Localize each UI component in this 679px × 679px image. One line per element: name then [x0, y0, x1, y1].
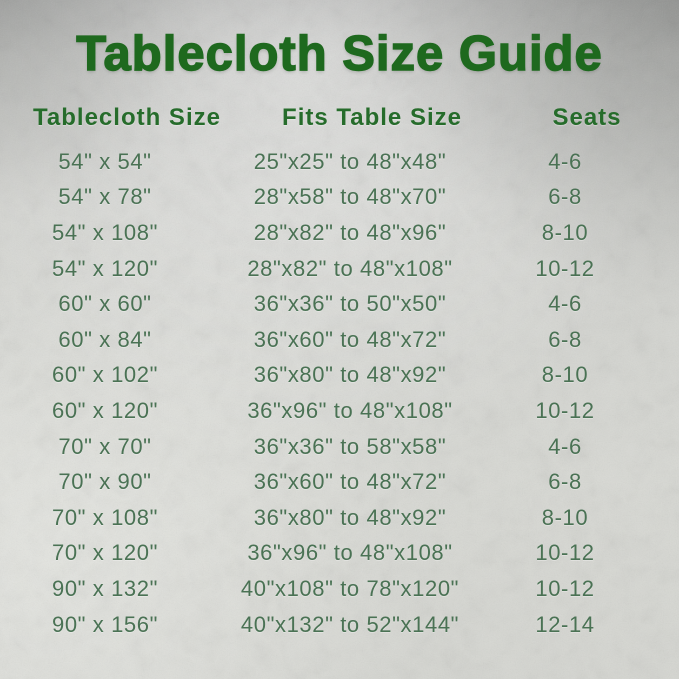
table-row: 60" x 102" 36"x80" to 48"x92" 8-10: [0, 358, 679, 394]
cloth-size-cell: 54" x 78": [58, 184, 152, 210]
table-row: 54" x 54" 25"x25" to 48"x48" 4-6: [0, 144, 679, 180]
table-size-cell: 36"x96" to 48"x108": [247, 397, 453, 423]
table-row: 54" x 120" 28"x82" to 48"x108" 10-12: [0, 251, 679, 287]
cloth-size-cell: 70" x 90": [58, 469, 152, 495]
cloth-size-cell: 54" x 54": [58, 148, 152, 174]
page-title: Tablecloth Size Guide: [76, 26, 603, 81]
table-size-cell: 36"x80" to 48"x92": [253, 504, 447, 530]
column-header-tablecloth-size: Tablecloth Size: [33, 104, 221, 131]
cloth-size-cell: 60" x 84": [58, 326, 152, 352]
table-size-cell: 40"x132" to 52"x144": [240, 611, 460, 637]
table-size-cell: 25"x25" to 48"x48": [253, 148, 447, 174]
cloth-size-cell: 60" x 120": [51, 397, 159, 423]
table-row: 70" x 90" 36"x60" to 48"x72" 6-8: [0, 464, 679, 500]
seats-cell: 8-10: [541, 219, 589, 245]
seats-cell: 6-8: [548, 469, 582, 495]
table-row: 54" x 78" 28"x58" to 48"x70" 6-8: [0, 180, 679, 216]
seats-cell: 4-6: [548, 148, 582, 174]
size-guide-table: 54" x 54" 25"x25" to 48"x48" 4-6 54" x 7…: [0, 144, 679, 642]
table-row: 90" x 132" 40"x108" to 78"x120" 10-12: [0, 571, 679, 607]
table-size-cell: 36"x96" to 48"x108": [247, 540, 453, 566]
seats-cell: 6-8: [548, 184, 582, 210]
seats-cell: 6-8: [548, 326, 582, 352]
cloth-size-cell: 60" x 102": [51, 362, 159, 388]
cloth-size-cell: 54" x 120": [51, 255, 159, 281]
table-row: 70" x 70" 36"x36" to 58"x58" 4-6: [0, 429, 679, 465]
cloth-size-cell: 90" x 132": [51, 575, 159, 601]
seats-cell: 10-12: [535, 397, 595, 423]
table-size-cell: 36"x60" to 48"x72": [253, 326, 447, 352]
seats-cell: 4-6: [548, 291, 582, 317]
seats-cell: 10-12: [535, 255, 595, 281]
table-row: 70" x 108" 36"x80" to 48"x92" 8-10: [0, 500, 679, 536]
cloth-size-cell: 54" x 108": [51, 219, 159, 245]
cloth-size-cell: 90" x 156": [51, 611, 159, 637]
seats-cell: 8-10: [541, 362, 589, 388]
table-size-cell: 36"x36" to 50"x50": [253, 291, 447, 317]
table-row: 54" x 108" 28"x82" to 48"x96" 8-10: [0, 215, 679, 251]
table-size-cell: 28"x58" to 48"x70": [253, 184, 447, 210]
table-row: 60" x 120" 36"x96" to 48"x108" 10-12: [0, 393, 679, 429]
column-header-seats: Seats: [552, 104, 622, 131]
seats-cell: 4-6: [548, 433, 582, 459]
size-guide-content: Tablecloth Size Guide Tablecloth Size Fi…: [0, 26, 679, 642]
table-header-row: Tablecloth Size Fits Table Size Seats: [0, 103, 679, 133]
table-size-cell: 36"x60" to 48"x72": [253, 469, 447, 495]
cloth-size-cell: 70" x 120": [51, 540, 159, 566]
table-row: 70" x 120" 36"x96" to 48"x108" 10-12: [0, 536, 679, 572]
column-header-fits-table-size: Fits Table Size: [282, 104, 462, 131]
seats-cell: 12-14: [535, 611, 595, 637]
table-row: 90" x 156" 40"x132" to 52"x144" 12-14: [0, 607, 679, 643]
cloth-size-cell: 60" x 60": [58, 291, 152, 317]
table-size-cell: 40"x108" to 78"x120": [240, 575, 460, 601]
seats-cell: 10-12: [535, 575, 595, 601]
table-size-cell: 36"x80" to 48"x92": [253, 362, 447, 388]
table-row: 60" x 84" 36"x60" to 48"x72" 6-8: [0, 322, 679, 358]
cloth-size-cell: 70" x 70": [58, 433, 152, 459]
cloth-size-cell: 70" x 108": [51, 504, 159, 530]
table-size-cell: 28"x82" to 48"x108": [247, 255, 453, 281]
seats-cell: 8-10: [541, 504, 589, 530]
table-size-cell: 36"x36" to 58"x58": [253, 433, 447, 459]
seats-cell: 10-12: [535, 540, 595, 566]
table-size-cell: 28"x82" to 48"x96": [253, 219, 447, 245]
table-row: 60" x 60" 36"x36" to 50"x50" 4-6: [0, 286, 679, 322]
